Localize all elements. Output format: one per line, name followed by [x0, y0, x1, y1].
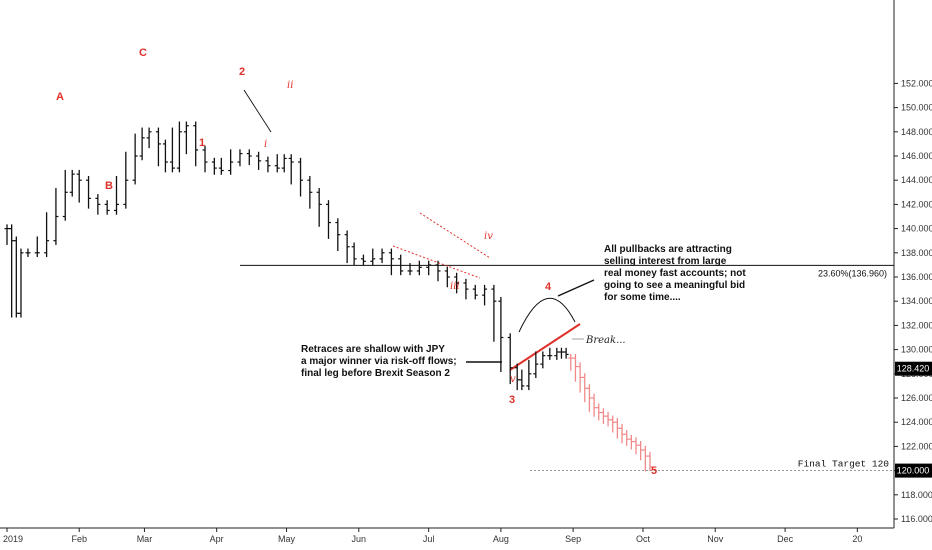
wave-label-c: C [139, 47, 147, 59]
subwave-label-iii: iii [450, 281, 460, 292]
y-tick-label: 126.000 [901, 393, 932, 403]
subwave-label-ii: ii [287, 80, 293, 91]
retrace-note-line: final leg before Brexit Season 2 [301, 368, 450, 379]
wave-label-4: 4 [545, 281, 552, 293]
current-price-label: 128.420 [897, 364, 930, 374]
y-tick-label: 118.000 [901, 490, 932, 500]
wave-label-a: A [56, 91, 64, 103]
y-axis-ticks: 116.000 118.000 120.000 122.000 124.000 126.0… [894, 78, 932, 524]
y-tick-label: 144.000 [901, 175, 932, 185]
subwave-label-i: i [264, 139, 267, 150]
subwave-label-v: v [510, 374, 516, 385]
x-tick-label: Apr [210, 534, 224, 544]
fib-level-label: 23.60%(136.960) [818, 268, 887, 278]
current-price-badge: 128.420 [895, 361, 932, 376]
x-tick-label: Jun [352, 534, 367, 544]
x-tick-label: 20 [852, 534, 862, 544]
wave-label-3: 3 [509, 394, 515, 406]
x-tick-label: Dec [777, 534, 794, 544]
y-tick-label: 142.000 [901, 199, 932, 209]
wave-label-b: B [105, 180, 113, 192]
retrace-note-line: Retraces are shallow with JPY [301, 344, 445, 355]
y-tick-label: 146.000 [901, 151, 932, 161]
subwave-label-iv: iv [484, 231, 493, 242]
retrace-note: Retraces are shallow with JPY a major wi… [301, 344, 457, 379]
x-tick-label: Oct [636, 534, 651, 544]
x-tick-label: Jul [423, 534, 435, 544]
target-price-badge: 120.000 [895, 463, 932, 478]
y-tick-label: 132.000 [901, 320, 932, 330]
x-tick-label: Sep [565, 534, 581, 544]
y-tick-label: 136.000 [901, 272, 932, 282]
x-tick-label: Mar [137, 534, 153, 544]
y-tick-label: 122.000 [901, 441, 932, 451]
wave-label-2: 2 [239, 66, 245, 78]
y-tick-label: 138.000 [901, 248, 932, 258]
wave-label-5: 5 [651, 465, 657, 477]
x-tick-label: 2019 [3, 534, 23, 544]
wave-4-arc [518, 297, 576, 333]
pullback-note-pointer [557, 279, 595, 297]
x-tick-label: Aug [493, 534, 509, 544]
y-tick-label: 140.000 [901, 224, 932, 234]
wave-labels: A B C 1 2 3 4 5 i ii iii iv v [56, 47, 657, 477]
x-tick-label: Nov [707, 534, 724, 544]
y-tick-label: 134.000 [901, 296, 932, 306]
final-target-label: Final Target 120 [798, 459, 890, 470]
pullback-note-line: real money fast accounts; not [604, 268, 746, 279]
retrace-note-line: a major winner via risk-off flows; [301, 356, 457, 367]
y-tick-label: 124.000 [901, 417, 932, 427]
wedge-upper-line [419, 212, 491, 259]
y-tick-label: 150.000 [901, 103, 932, 113]
y-tick-label: 130.000 [901, 345, 932, 355]
pullback-note-line: for some time.... [604, 292, 681, 303]
y-tick-label: 148.000 [901, 127, 932, 137]
x-tick-label: May [278, 534, 296, 544]
pullback-note-line: going to see a meaningful bid [604, 280, 745, 291]
wave-2-trendline [243, 89, 272, 133]
y-tick-label: 116.000 [901, 514, 932, 524]
breakout-trendline [509, 323, 581, 371]
pullback-note-line: All pullbacks are attracting [604, 244, 732, 255]
ohlc-bars [4, 121, 653, 472]
pattern-drawings [243, 89, 595, 371]
pullback-note-line: selling interest from large [604, 256, 727, 267]
break-label: Break... [585, 335, 626, 346]
pullback-note: All pullbacks are attracting selling int… [604, 244, 746, 303]
x-tick-label: Feb [71, 534, 87, 544]
y-tick-label: 152.000 [901, 78, 932, 88]
target-price-label: 120.000 [897, 466, 930, 476]
wave-label-1: 1 [199, 137, 205, 149]
wedge-lower-line [392, 245, 481, 279]
x-axis-ticks: 2019 Feb Mar Apr May Jun Jul Aug Sep Oct Nov Dec 20 [3, 528, 862, 544]
